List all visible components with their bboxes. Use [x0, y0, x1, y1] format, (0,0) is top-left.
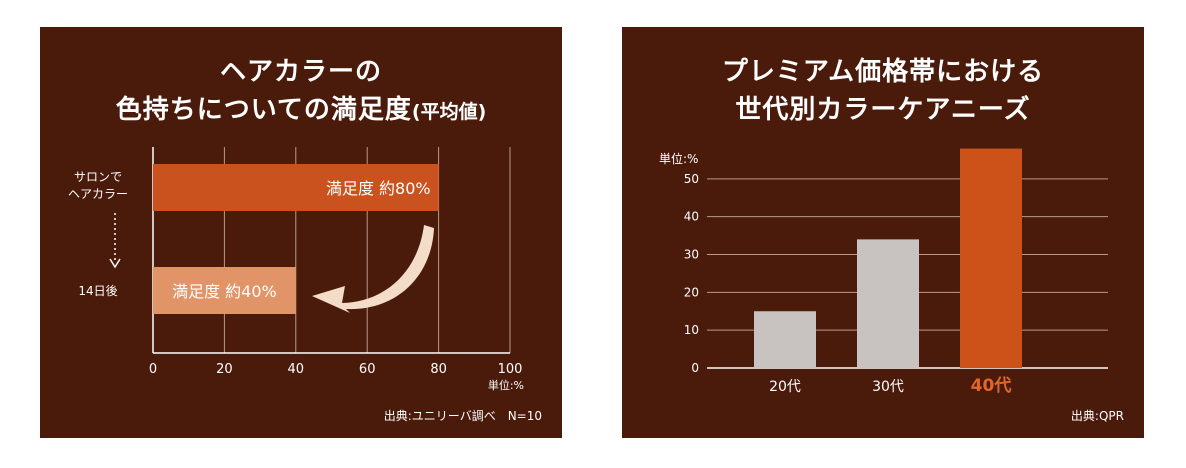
y-tick-label: 50 — [684, 172, 699, 186]
left-title-line2: 色持ちについての満足度 — [115, 95, 412, 125]
x-category-label: 30代 — [872, 379, 904, 395]
x-tick-label: 20 — [216, 362, 233, 377]
y-tick-label: 20 — [684, 285, 699, 299]
bar-2 — [153, 267, 296, 314]
right-chart-title: プレミアム価格帯における 世代別カラーケアニーズ — [622, 53, 1144, 129]
y-tick-label: 30 — [684, 248, 699, 262]
left-title-suffix: (平均値) — [411, 101, 487, 123]
bar-30代 — [857, 239, 919, 368]
x-tick-label: 100 — [498, 362, 523, 377]
y-tick-label: 0 — [691, 361, 699, 375]
bar-1 — [153, 164, 439, 211]
y-tick-label: 40 — [684, 210, 699, 224]
satisfaction-chart-panel: ヘアカラーの 色持ちについての満足度(平均値) 0 20 40 60 80 100 単位:%… — [40, 27, 562, 438]
unit-label: 単位:% — [659, 151, 698, 166]
category-label-line: サロンで — [74, 170, 122, 184]
x-tick-label: 40 — [288, 362, 305, 377]
x-category-label: 20代 — [769, 379, 801, 395]
left-chart-title: ヘアカラーの 色持ちについての満足度(平均値) — [40, 53, 562, 131]
x-tick-label: 0 — [149, 362, 157, 377]
x-tick-label: 60 — [359, 362, 376, 377]
right-title-line1: プレミアム価格帯における — [721, 57, 1045, 87]
category-label: 14日後 — [78, 284, 117, 298]
color-care-needs-panel: プレミアム価格帯における 世代別カラーケアニーズ 0 10 20 30 40 50 単位:%… — [622, 27, 1144, 438]
dotted-arrow-head — [109, 258, 121, 269]
bar-40代 — [960, 148, 1022, 368]
x-category-label: 40代 — [971, 375, 1012, 396]
generation-bar-chart: 0 10 20 30 40 50 単位:% 20代 30代 40代 — [659, 148, 1108, 396]
left-source-note: 出典:ユニリーバ調べ N=10 — [383, 409, 542, 423]
category-label: サロンでヘアカラー — [68, 170, 128, 201]
bar-20代 — [754, 311, 816, 368]
curved-decrease-arrow — [312, 225, 434, 313]
left-title-line1: ヘアカラーの — [219, 57, 382, 87]
bar-value-label: 満足度 約80% — [326, 179, 431, 198]
y-tick-label: 10 — [684, 323, 699, 337]
right-title-line2: 世代別カラーケアニーズ — [735, 95, 1031, 125]
bar-value-label: 満足度 約40% — [172, 282, 277, 301]
unit-label: 単位:% — [488, 378, 524, 392]
right-source-note: 出典:QPR — [1070, 409, 1124, 423]
x-tick-label: 80 — [430, 362, 447, 377]
category-label-line: ヘアカラー — [68, 187, 128, 201]
